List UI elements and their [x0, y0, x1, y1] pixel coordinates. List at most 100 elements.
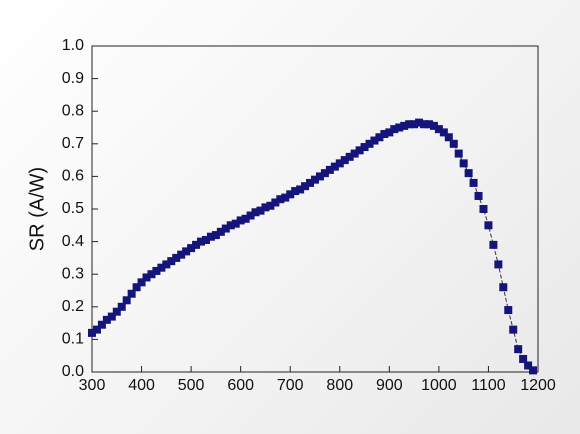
plot-frame [91, 45, 539, 373]
y-tick-label: 0.6 [62, 168, 84, 185]
marker [241, 214, 250, 223]
marker [499, 283, 508, 292]
marker [439, 128, 448, 137]
y-tick-label: 0.2 [62, 298, 84, 315]
marker [286, 190, 295, 199]
marker [415, 118, 424, 127]
y-tick-label: 0.1 [62, 331, 84, 348]
marker [226, 221, 235, 230]
marker [236, 216, 245, 225]
marker [306, 178, 315, 187]
marker [464, 169, 473, 178]
y-tick-label: 0.8 [62, 102, 84, 119]
x-tick-label: 700 [277, 377, 304, 394]
marker [385, 128, 394, 137]
marker [405, 120, 414, 129]
marker [92, 325, 101, 334]
marker [390, 125, 399, 134]
marker [524, 361, 533, 370]
x-tick-label: 400 [128, 377, 155, 394]
marker [345, 152, 354, 161]
marker [370, 136, 379, 145]
marker [509, 325, 518, 334]
marker [320, 169, 329, 178]
marker [380, 130, 389, 139]
marker [137, 278, 146, 287]
marker [142, 273, 151, 282]
marker [474, 191, 483, 200]
marker [410, 120, 419, 129]
marker [266, 201, 275, 210]
marker [107, 312, 116, 321]
marker [276, 195, 285, 204]
marker [434, 125, 443, 134]
y-tick-label: 0.7 [62, 135, 84, 152]
y-tick-label: 0.3 [62, 265, 84, 282]
marker [122, 296, 131, 305]
marker [360, 143, 369, 152]
marker [187, 244, 196, 253]
marker [197, 237, 206, 246]
marker [529, 366, 538, 375]
marker [251, 208, 260, 217]
marker [117, 302, 126, 311]
marker [192, 240, 201, 249]
marker [211, 231, 220, 240]
marker [315, 172, 324, 181]
marker [504, 306, 513, 315]
marker [420, 120, 429, 129]
marker [484, 221, 493, 230]
marker [400, 121, 409, 130]
x-tick-label: 1000 [421, 377, 457, 394]
marker [147, 270, 156, 279]
y-axis-label: SR (A/W) [26, 167, 48, 251]
x-tick-label: 1200 [520, 377, 556, 394]
marker [424, 120, 433, 129]
marker [459, 159, 468, 168]
marker [429, 121, 438, 130]
x-tick-label: 600 [227, 377, 254, 394]
marker [454, 149, 463, 158]
marker [350, 149, 359, 158]
marker [355, 146, 364, 155]
marker [449, 139, 458, 148]
marker [469, 178, 478, 187]
marker [172, 253, 181, 262]
marker [325, 165, 334, 174]
marker [201, 235, 210, 244]
marker [311, 175, 319, 184]
marker [261, 203, 270, 212]
marker [479, 205, 488, 213]
marker [102, 315, 111, 324]
marker [206, 232, 215, 241]
x-tick-label: 900 [376, 377, 403, 394]
marker [127, 289, 136, 298]
marker [365, 139, 374, 148]
marker [152, 266, 161, 275]
y-tick-label: 0.5 [62, 200, 84, 217]
x-tick-label: 1100 [471, 377, 506, 394]
marker [221, 224, 230, 233]
marker [182, 247, 191, 256]
marker [514, 345, 523, 354]
marker [246, 211, 255, 220]
marker [444, 133, 453, 142]
marker [112, 307, 121, 316]
marker [157, 263, 166, 272]
x-tick-label: 800 [326, 377, 353, 394]
marker [335, 159, 344, 168]
marker [291, 187, 300, 196]
marker [231, 219, 240, 228]
marker [271, 198, 280, 207]
marker [167, 257, 176, 266]
marker [132, 283, 141, 292]
marker [330, 162, 339, 171]
marker [395, 123, 404, 132]
marker [177, 250, 186, 259]
x-tick-label: 300 [79, 377, 106, 394]
marker [489, 240, 498, 249]
marker [97, 320, 106, 329]
marker [296, 185, 305, 194]
y-tick-label: 0.4 [62, 233, 84, 250]
